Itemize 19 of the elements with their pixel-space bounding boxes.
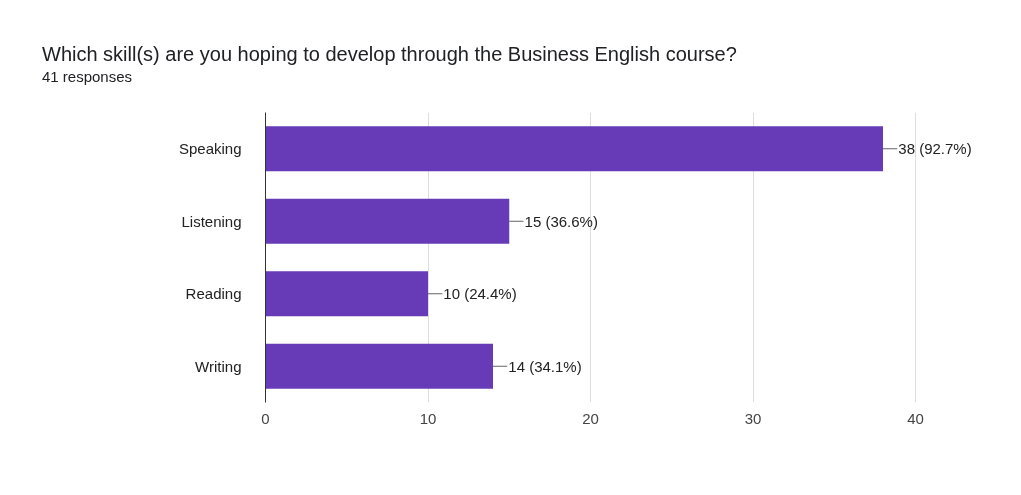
- data-label: 38 (92.7%): [898, 140, 972, 158]
- bar: [265, 198, 510, 244]
- x-tick-label: 40: [907, 409, 924, 427]
- bar: [265, 343, 493, 389]
- x-tick-label: 30: [744, 409, 762, 427]
- chart-title: Which skill(s) are you hoping to develop through the Business English course?: [42, 42, 737, 67]
- x-tick-label: 10: [419, 409, 437, 427]
- y-tick-label: Listening: [181, 212, 242, 230]
- x-tick-label: 0: [261, 409, 270, 427]
- data-label: 15 (36.6%): [524, 212, 598, 230]
- x-tick-label: 20: [582, 409, 599, 427]
- y-tick-label: Writing: [195, 357, 242, 375]
- data-label: 14 (34.1%): [508, 357, 582, 375]
- bar: [265, 271, 428, 317]
- data-label: 10 (24.4%): [443, 285, 517, 303]
- bar: [265, 126, 883, 172]
- y-tick-label: Speaking: [178, 140, 242, 158]
- y-tick-label: Reading: [185, 285, 242, 303]
- text: 41 responses: [42, 66, 133, 87]
